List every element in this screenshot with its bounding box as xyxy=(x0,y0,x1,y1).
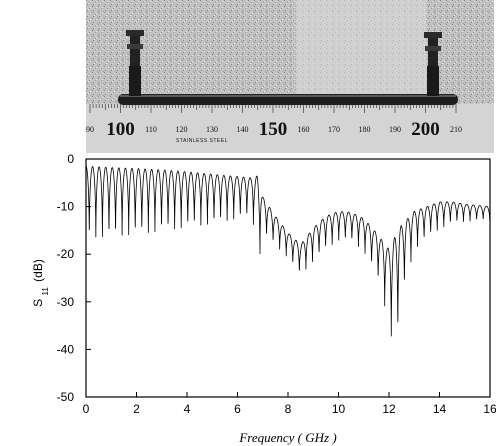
x-tick-label: 8 xyxy=(285,402,292,416)
ruler-label: 200 xyxy=(411,119,440,140)
y-tick-label: -40 xyxy=(57,342,75,356)
s11-chart: 0 2 4 6 8 10 12 14 16 0 -10 -20 -30 -40 -50 Frequency… xyxy=(31,153,496,445)
x-tick-label: 10 xyxy=(332,402,346,416)
ruler-label: 120 xyxy=(176,125,188,134)
y-tick-label: -50 xyxy=(57,390,75,404)
right-connector xyxy=(424,32,442,96)
x-axis-label: Frequency ( GHz ) xyxy=(238,430,336,445)
ruler-label: 90 xyxy=(86,125,94,134)
photo-rod-on-ruler: 90 100 110 120 130 140 150 160 170 180 190 200 210 S… xyxy=(86,0,494,153)
ruler-label: 110 xyxy=(145,125,157,134)
rod-assembly xyxy=(118,30,458,105)
ruler-label: 210 xyxy=(450,125,462,134)
ruler: 90 100 110 120 130 140 150 160 170 180 190 200 210 S… xyxy=(86,104,494,153)
y-tick-label: 0 xyxy=(67,153,74,166)
ruler-label: 150 xyxy=(259,119,288,140)
left-connector xyxy=(126,30,144,96)
ruler-label: 170 xyxy=(328,125,340,134)
x-tick-label: 0 xyxy=(83,402,90,416)
svg-text:S 11 (dB): S 11 (dB) xyxy=(31,259,51,307)
x-tick-label: 16 xyxy=(483,402,496,416)
x-tick-label: 2 xyxy=(133,402,140,416)
x-tick-label: 6 xyxy=(234,402,241,416)
ruler-label: 130 xyxy=(206,125,218,134)
ruler-label: 180 xyxy=(359,125,371,134)
y-tick-label: -10 xyxy=(57,200,75,214)
x-tick-label: 4 xyxy=(184,402,191,416)
ruler-stamp: STAINLESS STEEL xyxy=(176,138,228,144)
s11-series-line xyxy=(85,165,491,337)
x-tick-label: 12 xyxy=(382,402,396,416)
ruler-label: 100 xyxy=(106,119,135,140)
y-axis-label: S 11 (dB) xyxy=(31,259,51,307)
ruler-label: 160 xyxy=(298,125,310,134)
ruler-label: 140 xyxy=(237,125,249,134)
ruler-label: 190 xyxy=(389,125,401,134)
x-tick-label: 14 xyxy=(433,402,447,416)
y-tick-label: -20 xyxy=(57,247,75,261)
plot-frame xyxy=(85,158,491,398)
y-tick-label: -30 xyxy=(57,295,75,309)
